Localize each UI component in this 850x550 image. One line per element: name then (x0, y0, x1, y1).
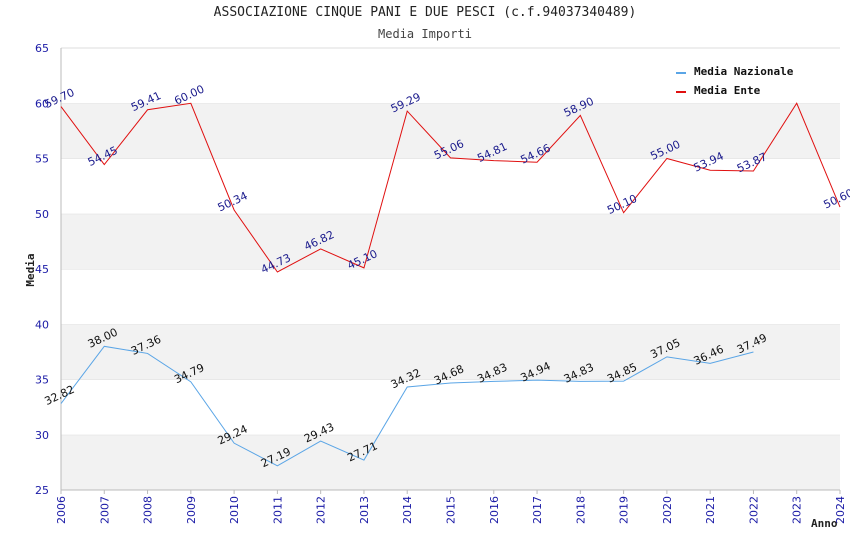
y-tick-label: 35 (35, 374, 49, 387)
series-line-nazionale (60, 345, 754, 467)
legend: Media Nazionale Media Ente (670, 60, 810, 102)
grid-band (61, 379, 840, 435)
x-tick-label: 2007 (98, 496, 111, 524)
grid-band (61, 269, 840, 325)
x-tick-label: 2022 (747, 496, 760, 524)
x-tick-label: 2012 (315, 496, 328, 524)
grid-band (61, 158, 840, 214)
x-tick-label: 2013 (358, 496, 371, 524)
x-tick-label: 2020 (661, 496, 674, 524)
x-tick-label: 2017 (531, 496, 544, 524)
y-tick-label: 25 (35, 484, 49, 497)
grid-band (61, 324, 840, 380)
x-tick-label: 2010 (228, 496, 241, 524)
x-tick-label: 2014 (401, 496, 414, 524)
grid-band (61, 213, 840, 269)
y-tick-label: 65 (35, 42, 49, 55)
y-axis-ticks: 25 30 35 40 45 50 55 60 65 (35, 42, 49, 497)
x-axis-label: Anno (811, 517, 838, 530)
x-tick-label: 2011 (271, 496, 284, 524)
y-tick-label: 30 (35, 429, 49, 442)
x-tick-label: 2023 (791, 496, 804, 524)
y-tick-label: 45 (35, 263, 49, 276)
y-tick-label: 60 (35, 97, 49, 110)
x-tick-label: 2006 (55, 496, 68, 524)
y-tick-label: 55 (35, 153, 49, 166)
x-tick-label: 2019 (618, 496, 631, 524)
legend-label-nazionale: Media Nazionale (694, 65, 794, 78)
chart-subtitle: Media Importi (378, 27, 472, 41)
x-tick-label: 2024 (834, 496, 847, 524)
series-lines (60, 102, 841, 467)
x-tick-label: 2016 (488, 496, 501, 524)
series-line-ente (60, 102, 841, 273)
y-axis-label: Media (24, 253, 37, 286)
legend-label-ente: Media Ente (694, 84, 761, 97)
x-tick-label: 2008 (142, 496, 155, 524)
grid-band (61, 103, 840, 159)
x-axis-ticks: 2006 2007 2008 2009 2010 2011 2012 2013 2014 2015… (55, 490, 847, 524)
x-tick-label: 2009 (185, 496, 198, 524)
x-tick-label: 2018 (574, 496, 587, 524)
grid-band (61, 434, 840, 490)
grid-bands (61, 47, 840, 490)
y-tick-label: 40 (35, 318, 49, 331)
x-tick-label: 2021 (704, 496, 717, 524)
chart-title: ASSOCIAZIONE CINQUE PANI E DUE PESCI (c.… (213, 5, 637, 20)
y-tick-label: 50 (35, 208, 49, 221)
x-tick-label: 2015 (445, 496, 458, 524)
legend-box (670, 60, 810, 102)
